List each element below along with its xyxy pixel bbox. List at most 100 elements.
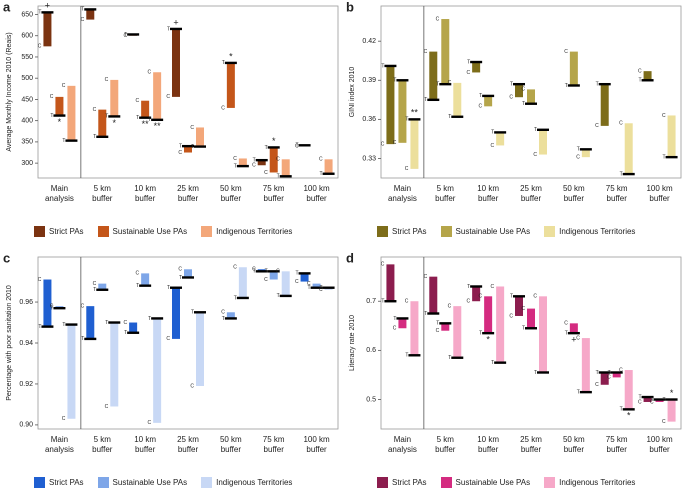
- control-label: C: [467, 70, 471, 76]
- range-bar: [472, 62, 481, 73]
- legend-label: Sustainable Use PAs: [112, 478, 188, 487]
- panel: c Percentage with poor sanitation 2010 0.9…: [0, 251, 342, 501]
- control-label: C: [479, 104, 483, 110]
- panel-label: d: [346, 251, 354, 265]
- x-tick-label: 100 km buffer: [646, 184, 673, 203]
- range-bar: [43, 279, 52, 327]
- control-label: C: [607, 375, 611, 381]
- treated-label: T: [510, 82, 513, 88]
- range-bar: [484, 296, 493, 334]
- treated-label: T: [381, 63, 384, 69]
- control-label: C: [436, 16, 440, 22]
- range-bar: [515, 296, 523, 316]
- panel: a Average Monthly Income 2010 (Reais) 300 3…: [0, 0, 342, 250]
- legend: Strict PAs Sustainable Use PAs Indigenous …: [34, 226, 292, 237]
- control-label: C: [576, 335, 580, 341]
- x-tick-label: 5 km buffer: [92, 184, 113, 203]
- significance: *: [486, 335, 490, 345]
- range-bar: [141, 100, 150, 118]
- legend-item: Strict PAs: [377, 477, 427, 488]
- control-label: C: [521, 87, 525, 93]
- range-bar: [569, 51, 578, 86]
- range-bar: [98, 109, 107, 137]
- x-tick-label: 100 km buffer: [303, 184, 330, 203]
- control-label: C: [393, 326, 397, 332]
- x-tick-label: 100 km buffer: [303, 435, 330, 454]
- significance: +: [45, 1, 50, 11]
- legend-label: Indigenous Territories: [559, 227, 636, 236]
- treated-label: T: [639, 394, 642, 400]
- control-label: C: [467, 299, 471, 305]
- control-label: C: [436, 328, 440, 334]
- control-label: C: [166, 94, 170, 100]
- control-label: C: [319, 287, 323, 293]
- significance: +: [173, 17, 178, 27]
- control-label: C: [295, 143, 299, 149]
- legend-item: Indigenous Territories: [201, 226, 292, 237]
- control-label: C: [190, 125, 194, 131]
- y-tick-label: 0.36: [362, 116, 376, 123]
- treated-label: T: [479, 330, 482, 336]
- treated-label: T: [405, 353, 408, 359]
- treated-label: T: [136, 115, 139, 121]
- control-label: C: [564, 49, 568, 55]
- x-tick-label: 10 km buffer: [477, 184, 500, 203]
- range-bar: [667, 115, 676, 158]
- control-label: C: [148, 420, 152, 426]
- range-bar: [86, 306, 95, 339]
- treated-label: T: [393, 78, 396, 84]
- treated-label: T: [234, 295, 237, 301]
- range-bar: [153, 318, 162, 423]
- treated-label: T: [534, 370, 537, 376]
- treated-label: T: [424, 311, 427, 317]
- legend-swatch: [440, 226, 452, 237]
- control-label: C: [136, 98, 140, 104]
- range-bar: [655, 399, 664, 402]
- treated-label: T: [222, 316, 225, 322]
- range-bar: [527, 308, 535, 329]
- range-bar: [238, 158, 247, 167]
- range-bar: [496, 132, 505, 146]
- range-bar: [98, 283, 107, 290]
- control-label: C: [124, 33, 128, 39]
- legend-item: Indigenous Territories: [544, 226, 635, 237]
- treated-label: T: [424, 97, 427, 103]
- control-label: C: [252, 163, 256, 169]
- control-label: C: [93, 281, 97, 287]
- range-bar: [324, 159, 333, 174]
- y-tick-label: 600: [21, 33, 33, 40]
- treated-label: T: [522, 101, 525, 107]
- legend-swatch: [201, 477, 213, 488]
- control-label: C: [662, 113, 666, 119]
- treated-label: T: [148, 117, 151, 123]
- control-label: C: [638, 399, 642, 405]
- control-label: C: [576, 154, 580, 160]
- treated-label: T: [467, 284, 470, 290]
- control-label: C: [50, 303, 54, 309]
- range-bar: [196, 312, 204, 386]
- y-tick-label: 0.39: [362, 77, 376, 84]
- treated-label: T: [448, 355, 451, 361]
- y-axis-title: Percentage with poor sanitation 2010: [6, 285, 13, 401]
- control-label: C: [276, 269, 280, 275]
- range-bar: [269, 147, 278, 173]
- range-bar: [527, 89, 535, 104]
- range-bar: [496, 286, 505, 363]
- range-bar: [600, 372, 609, 385]
- y-axis-title: Literacy rate 2010: [349, 315, 356, 371]
- significance: **: [411, 108, 419, 118]
- control-label: C: [424, 274, 428, 280]
- range-bar: [398, 80, 407, 143]
- y-tick-label: 0.96: [19, 299, 33, 306]
- significance: *: [58, 117, 62, 127]
- range-bar: [312, 283, 321, 288]
- range-bar: [67, 85, 76, 141]
- range-bar: [386, 65, 395, 145]
- treated-label: T: [124, 330, 127, 336]
- treated-label: T: [93, 134, 96, 140]
- treated-label: T: [577, 389, 580, 395]
- x-tick-label: Main analysis: [387, 184, 417, 203]
- range-bar: [410, 301, 419, 356]
- control-label: C: [190, 383, 194, 389]
- range-bar: [238, 267, 247, 298]
